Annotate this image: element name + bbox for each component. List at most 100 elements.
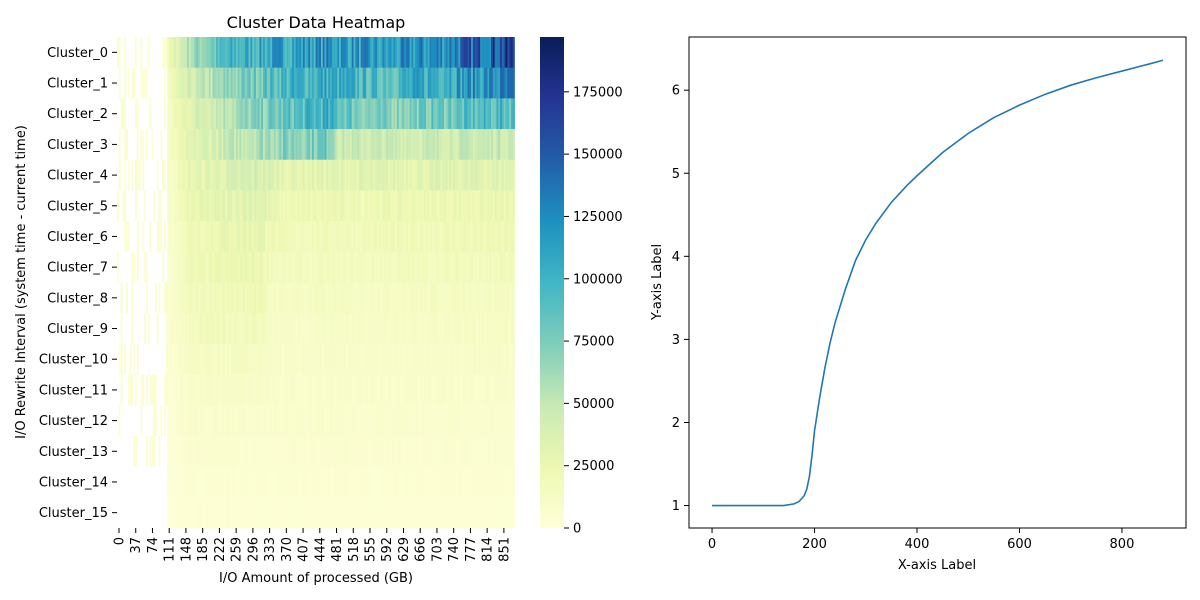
heatmap-cell: [292, 435, 295, 467]
heatmap-cell: [413, 466, 416, 498]
heatmap-cell: [471, 497, 474, 529]
heatmap-cell: [270, 497, 273, 529]
heatmap-cell: [335, 159, 338, 191]
heatmap-cell: [368, 435, 371, 467]
heatmap-cell: [478, 221, 481, 253]
heatmap-cell: [266, 405, 269, 437]
heatmap-cell: [465, 497, 468, 529]
heatmap-cell: [226, 497, 230, 529]
heatmap-cell: [489, 221, 492, 253]
heatmap-cell: [192, 129, 195, 161]
heatmap-cell: [402, 466, 405, 498]
heatmap-cell: [199, 251, 202, 283]
heatmap-cell: [248, 221, 251, 253]
heatmap-cell: [395, 98, 398, 130]
heatmap-cell: [230, 374, 233, 406]
heatmap-cell: [239, 497, 242, 529]
heatmap-cell: [358, 435, 362, 467]
heatmap-cell: [415, 190, 418, 222]
heatmap-cell: [295, 466, 298, 498]
heatmap-cell: [377, 129, 380, 161]
heatmap-cell: [498, 497, 501, 529]
heatmap-cell: [474, 313, 477, 345]
heatmap-cell: [322, 313, 325, 345]
heatmap-cell: [474, 282, 477, 314]
heatmap-cell: [295, 374, 298, 406]
heatmap-cell: [181, 37, 184, 68]
heatmap-cell: [395, 405, 398, 437]
heatmap-cell: [393, 405, 396, 437]
heatmap-cell: [366, 37, 369, 68]
heatmap-cell: [183, 313, 186, 345]
heatmap-cell: [264, 435, 267, 467]
heatmap-cell: [348, 221, 351, 253]
heatmap-cell: [485, 129, 488, 161]
heatmap-cell: [389, 466, 392, 498]
heatmap-cell: [230, 435, 233, 467]
heatmap-cell: [386, 67, 389, 99]
heatmap-cell: [248, 466, 251, 498]
heatmap-cell: [436, 466, 439, 498]
heatmap-cell: [235, 313, 239, 345]
heatmap-cell: [492, 466, 495, 498]
heatmap-cell: [375, 313, 378, 345]
heatmap-cell: [396, 190, 400, 222]
heatmap-cell: [179, 98, 182, 130]
heatmap-cell: [440, 282, 443, 314]
heatmap-row-label: Cluster_3: [47, 138, 108, 153]
heatmap-cell: [505, 159, 508, 191]
heatmap-cell: [413, 159, 416, 191]
heatmap-cell: [364, 67, 367, 99]
heatmap-cell: [188, 129, 192, 161]
heatmap-cell: [395, 497, 398, 529]
heatmap-cell: [214, 343, 217, 375]
heatmap-cell: [491, 435, 494, 467]
heatmap-cell: [216, 251, 219, 283]
heatmap-cell: [277, 466, 280, 498]
heatmap-cell: [454, 435, 457, 467]
heatmap-cell: [378, 37, 381, 68]
heatmap-cell: [382, 374, 385, 406]
heatmap-cell: [369, 282, 372, 314]
heatmap-cell: [183, 374, 186, 406]
heatmap-cell: [467, 435, 470, 467]
heatmap-cell: [447, 435, 450, 467]
heatmap-cell: [472, 343, 476, 375]
heatmap-cell: [315, 221, 318, 253]
heatmap-cell: [424, 466, 427, 498]
heatmap-cell: [487, 405, 490, 437]
heatmap-cell: [239, 466, 242, 498]
heatmap-cell: [487, 221, 490, 253]
heatmap-cell: [357, 466, 360, 498]
heatmap-cell: [124, 159, 127, 191]
heatmap-cell: [284, 282, 287, 314]
heatmap-cell: [263, 221, 266, 253]
heatmap-cell: [389, 67, 392, 99]
heatmap-cell: [188, 466, 192, 498]
heatmap-cell: [467, 466, 470, 498]
heatmap-cell: [384, 343, 387, 375]
heatmap-cell: [165, 313, 168, 344]
heatmap-cell: [505, 251, 508, 283]
heatmap-cell: [268, 435, 271, 467]
heatmap-cell: [362, 435, 365, 467]
heatmap-cell: [277, 313, 280, 345]
heatmap-cell: [203, 435, 206, 467]
heatmap-cell: [348, 466, 351, 498]
heatmap-cell: [181, 435, 184, 467]
heatmap-cell: [183, 190, 186, 222]
heatmap-cell: [406, 221, 409, 253]
heatmap-cell: [411, 313, 414, 345]
heatmap-cell: [339, 67, 342, 99]
heatmap-cell: [424, 190, 427, 222]
heatmap-x-tick-label: 222: [213, 537, 228, 562]
heatmap-cell: [131, 251, 134, 283]
heatmap-cell: [422, 466, 425, 498]
heatmap-cell: [176, 251, 179, 283]
heatmap-cell: [190, 343, 193, 375]
heatmap-cell: [244, 313, 248, 345]
heatmap-cell: [232, 159, 235, 191]
heatmap-cell: [442, 159, 445, 191]
heatmap-cell: [429, 374, 432, 406]
heatmap-cell: [462, 159, 465, 191]
